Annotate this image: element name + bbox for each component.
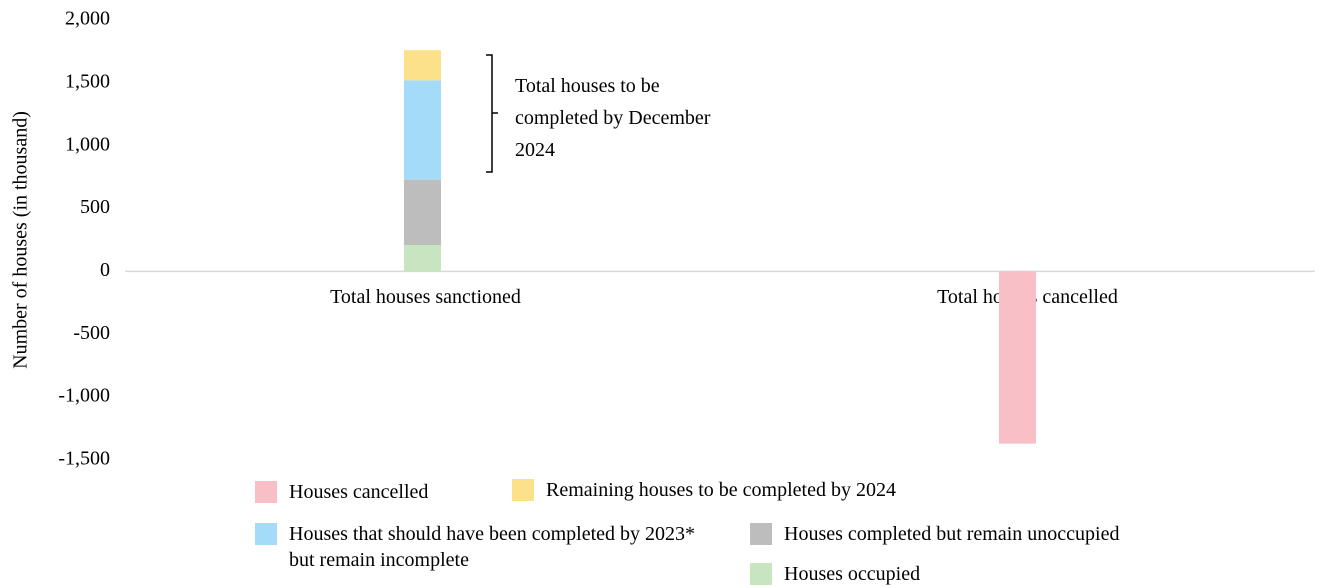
- legend-swatch: [512, 479, 534, 501]
- legend-label: Remaining houses to be completed by 2024: [546, 479, 896, 501]
- bar-segment: [404, 50, 441, 81]
- y-tick-label: -500: [73, 322, 110, 344]
- y-tick-label: 2,000: [65, 8, 110, 30]
- y-axis-label: Number of houses (in thousand): [10, 111, 32, 369]
- legend-item: Houses cancelled: [255, 479, 555, 505]
- legend-item: Houses completed but remain unoccupied: [750, 521, 1270, 547]
- legend-swatch: [750, 523, 772, 545]
- y-tick-label: 1,500: [65, 70, 110, 92]
- legend-item: Houses occupied: [750, 561, 1050, 587]
- x-tick-label: Total houses sanctioned: [330, 286, 521, 308]
- bar-segment: [404, 245, 441, 272]
- bar-segment: [999, 271, 1036, 444]
- annotation: Total houses to be completed by December…: [515, 75, 711, 161]
- legend-label: Houses occupied: [784, 563, 921, 585]
- bar-segment: [404, 179, 441, 246]
- bar-segment: [404, 80, 441, 180]
- y-tick-label: 0: [100, 259, 110, 281]
- legend-swatch: [255, 481, 277, 503]
- legend-label: Houses that should have been completed b…: [289, 523, 696, 571]
- y-tick-label: -1,000: [58, 385, 110, 407]
- legend-label: Houses cancelled: [289, 481, 429, 503]
- legend-label: Houses completed but remain unoccupied: [784, 523, 1120, 545]
- legend-item: Houses that should have been completed b…: [255, 521, 725, 573]
- legend-item: Remaining houses to be completed by 2024: [512, 477, 1012, 503]
- y-tick-label: 500: [80, 196, 110, 218]
- y-tick-label: 1,000: [65, 133, 110, 155]
- y-tick-label: -1,500: [58, 448, 110, 470]
- legend-swatch: [750, 563, 772, 585]
- bracket: [486, 54, 498, 173]
- legend-swatch: [255, 523, 277, 545]
